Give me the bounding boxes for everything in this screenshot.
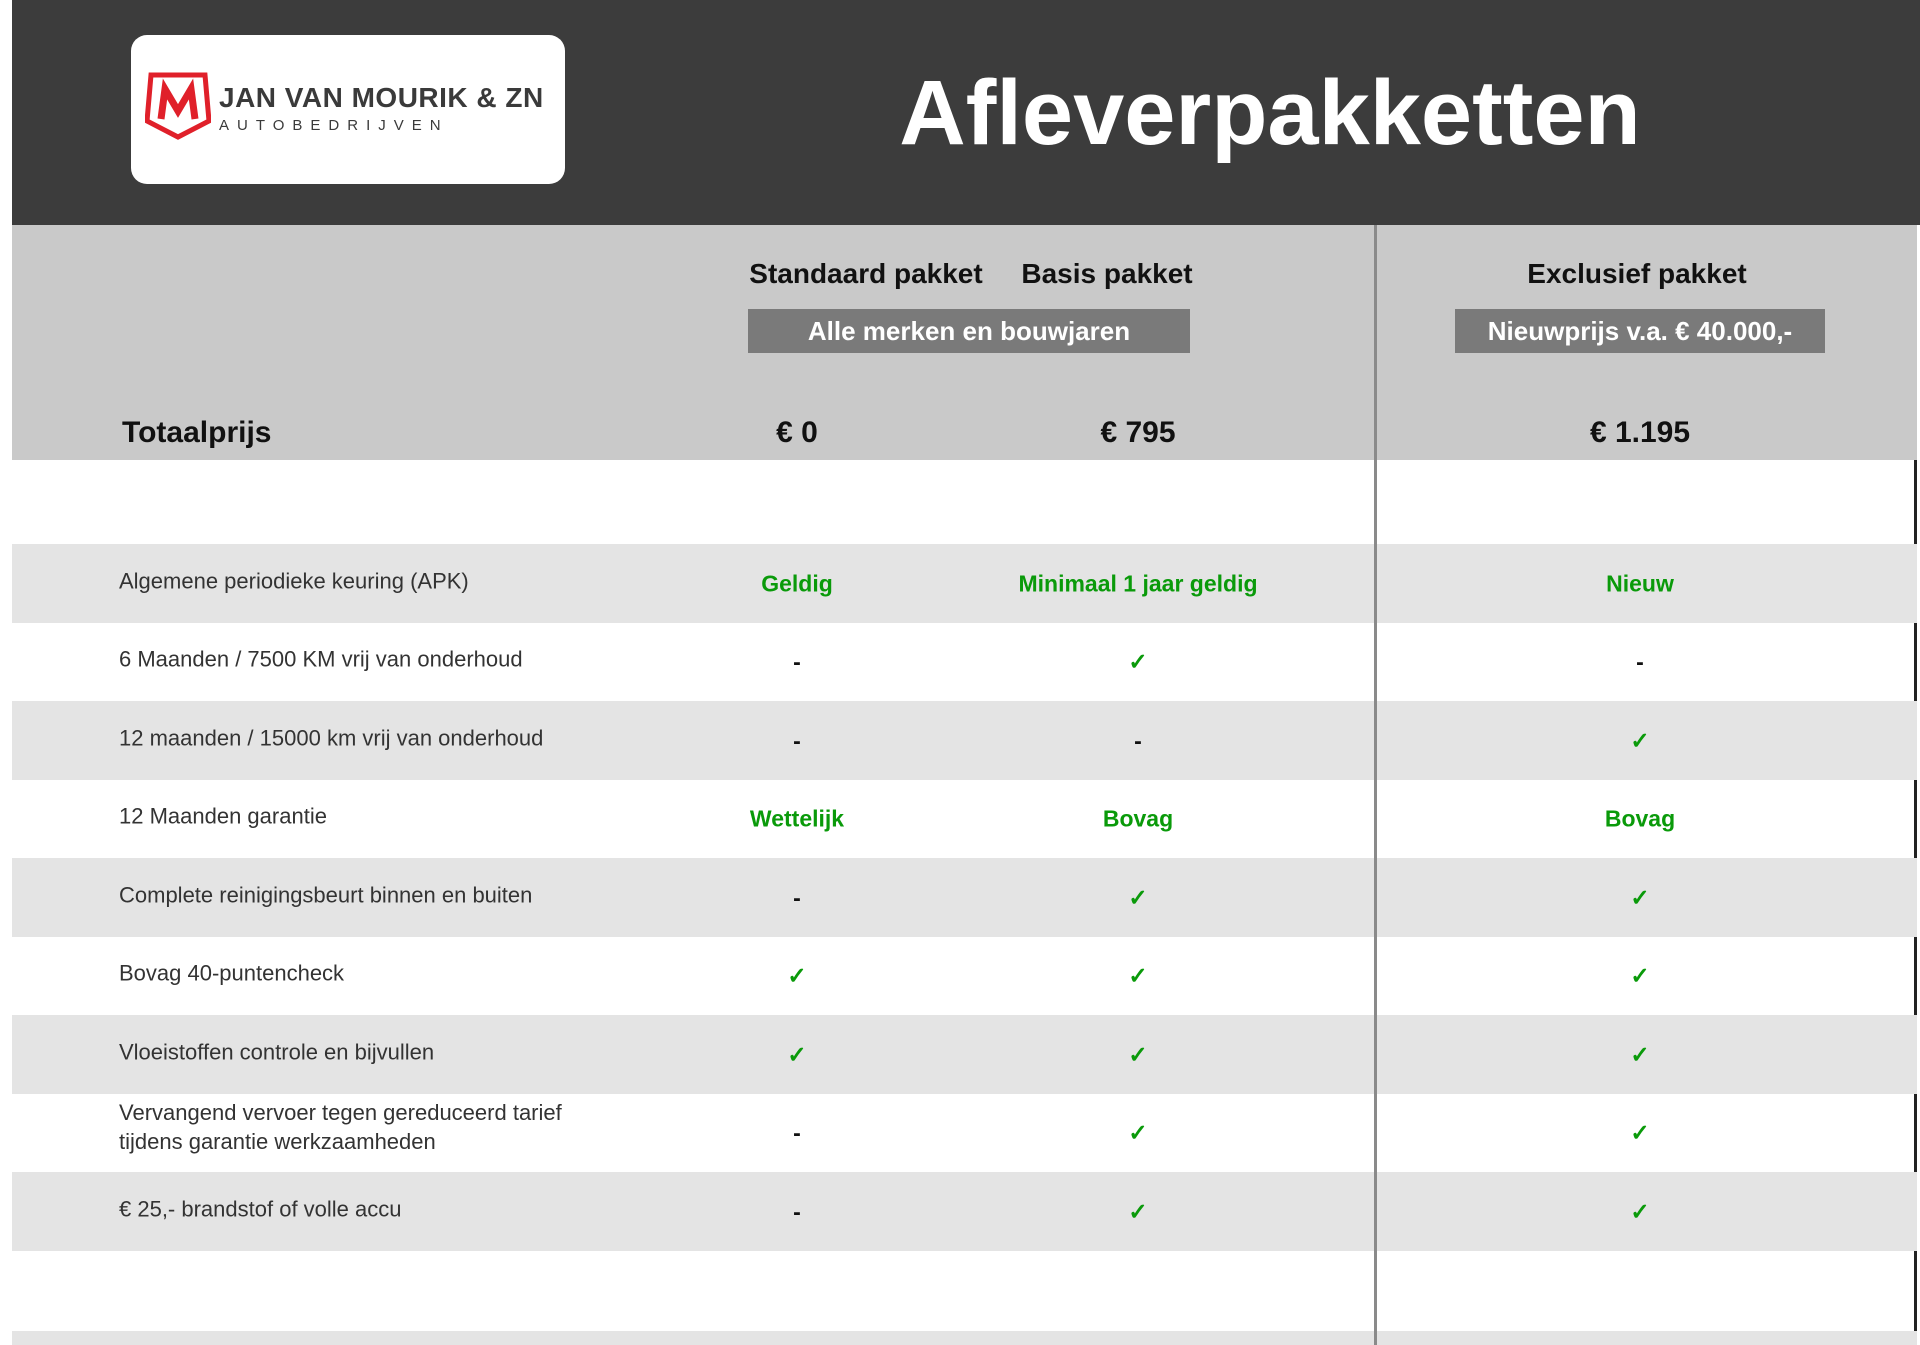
column-divider [1374, 225, 1377, 1345]
dash-value: - [1134, 727, 1142, 753]
feature-value: Minimaal 1 jaar geldig [1018, 570, 1258, 596]
table-footer-strip [12, 1331, 1917, 1345]
table-row: Algemene periodieke keuring (APK) Geldig M… [12, 544, 1917, 623]
feature-label: 12 maanden / 15000 km vrij van onderhoud [119, 725, 544, 751]
dash-value: - [793, 1119, 801, 1146]
feature-value: Geldig [761, 570, 833, 596]
dash-value: - [793, 727, 801, 753]
feature-value: Bovag [1604, 805, 1676, 832]
feature-label: 12 Maanden garantie [119, 803, 327, 829]
table-row: Vervangend vervoer tegen gereduceerd tar… [12, 1094, 1917, 1173]
total-label: Totaalprijs [122, 416, 272, 449]
price-exclusief: € 1.195 [1589, 416, 1691, 449]
check-icon: ✓ [1630, 1119, 1650, 1146]
check-icon: ✓ [1128, 1041, 1148, 1067]
column-header-exclusief: Exclusief pakket [1527, 258, 1747, 289]
price-basis: € 795 [1100, 416, 1176, 449]
dash-value: - [793, 884, 801, 910]
check-icon: ✓ [1128, 884, 1148, 910]
feature-label: 6 Maanden / 7500 KM vrij van onderhoud [119, 646, 523, 672]
table-row: € 25,- brandstof of volle accu - ✓ ✓ [12, 1172, 1917, 1251]
header: JAN VAN MOURIK & ZN AUTOBEDRIJVEN Afleve… [12, 0, 1920, 225]
table-row: Vloeistoffen controle en bijvullen ✓ ✓ ✓ [12, 1015, 1917, 1094]
check-icon: ✓ [1630, 1041, 1650, 1067]
table-row: Bovag 40-puntencheck ✓ ✓ ✓ [12, 937, 1917, 1016]
badge-new-price: Nieuwprijs v.a. € 40.000,- [1455, 309, 1825, 353]
dash-value: - [793, 1198, 801, 1224]
feature-value: Wettelijk [749, 805, 845, 832]
column-header-standaard: Standaard pakket [749, 258, 983, 289]
check-icon: ✓ [1128, 648, 1148, 675]
logo-shield-icon [145, 72, 211, 140]
logo-name: JAN VAN MOURIK & ZN [219, 82, 544, 113]
feature-label: Complete reinigingsbeurt binnen en buite… [119, 882, 533, 908]
check-icon: ✓ [1630, 884, 1650, 910]
logo-subtitle: AUTOBEDRIJVEN [219, 117, 449, 134]
price-standaard: € 0 [776, 416, 818, 449]
table-row: 6 Maanden / 7500 KM vrij van onderhoud - ✓… [12, 623, 1917, 702]
feature-label: Bovag 40-puntencheck [119, 960, 345, 986]
table-row: 12 maanden / 15000 km vrij van onderhoud… [12, 701, 1917, 780]
check-icon: ✓ [1630, 962, 1650, 989]
feature-label: Algemene periodieke keuring (APK) [119, 568, 469, 594]
table-row: 12 Maanden garantie Wettelijk Bovag Bovag [12, 780, 1917, 859]
logo: JAN VAN MOURIK & ZN AUTOBEDRIJVEN [131, 35, 565, 184]
feature-value: Nieuw [1606, 570, 1674, 596]
feature-label: Vervangend vervoer tegen gereduceerd tar… [119, 1100, 562, 1155]
column-header-basis: Basis pakket [1021, 258, 1193, 289]
dash-value: - [1636, 648, 1644, 675]
table-row: Complete reinigingsbeurt binnen en buite… [12, 858, 1917, 937]
feature-label: € 25,- brandstof of volle accu [119, 1196, 402, 1222]
dash-value: - [793, 648, 801, 675]
badge-all-brands: Alle merken en bouwjaren [748, 309, 1190, 353]
check-icon: ✓ [1128, 1198, 1148, 1224]
feature-label: Vloeistoffen controle en bijvullen [119, 1039, 435, 1065]
check-icon: ✓ [1128, 1119, 1148, 1146]
check-icon: ✓ [1630, 1198, 1650, 1224]
check-icon: ✓ [1630, 727, 1650, 753]
check-icon: ✓ [1128, 962, 1148, 989]
check-icon: ✓ [787, 1041, 807, 1067]
check-icon: ✓ [787, 962, 807, 989]
feature-value: Bovag [1102, 805, 1174, 832]
page-title: Afleverpakketten [899, 62, 1641, 164]
